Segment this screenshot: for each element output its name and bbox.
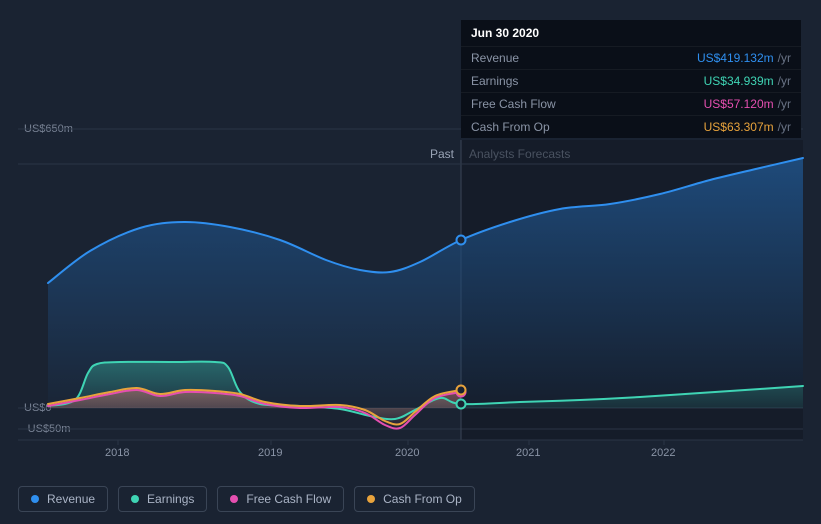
tooltip-label: Cash From Op	[471, 120, 704, 134]
legend-label: Revenue	[47, 492, 95, 506]
tooltip-label: Earnings	[471, 74, 704, 88]
legend-label: Cash From Op	[383, 492, 462, 506]
tooltip-unit: /yr	[778, 120, 791, 134]
legend-item-revenue[interactable]: Revenue	[18, 486, 108, 512]
tooltip-value: US$419.132m	[697, 51, 774, 65]
chart-tooltip: Jun 30 2020 Revenue US$419.132m /yr Earn…	[461, 20, 801, 138]
tooltip-date: Jun 30 2020	[461, 20, 801, 47]
legend-dot-icon	[31, 495, 39, 503]
tooltip-value: US$34.939m	[704, 74, 774, 88]
tooltip-row-fcf: Free Cash Flow US$57.120m /yr	[461, 93, 801, 116]
legend-dot-icon	[131, 495, 139, 503]
tooltip-unit: /yr	[778, 97, 791, 111]
legend-item-earnings[interactable]: Earnings	[118, 486, 207, 512]
financial-chart: Jun 30 2020 Revenue US$419.132m /yr Earn…	[0, 0, 821, 524]
tooltip-row-revenue: Revenue US$419.132m /yr	[461, 47, 801, 70]
tooltip-label: Free Cash Flow	[471, 97, 704, 111]
legend-item-cfo[interactable]: Cash From Op	[354, 486, 475, 512]
tooltip-value: US$57.120m	[704, 97, 774, 111]
tooltip-unit: /yr	[778, 74, 791, 88]
tooltip-unit: /yr	[778, 51, 791, 65]
tooltip-label: Revenue	[471, 51, 697, 65]
tooltip-row-earnings: Earnings US$34.939m /yr	[461, 70, 801, 93]
legend-label: Free Cash Flow	[246, 492, 331, 506]
legend-item-fcf[interactable]: Free Cash Flow	[217, 486, 344, 512]
legend-dot-icon	[230, 495, 238, 503]
tooltip-row-cfo: Cash From Op US$63.307m /yr	[461, 116, 801, 138]
legend-label: Earnings	[147, 492, 194, 506]
chart-legend: Revenue Earnings Free Cash Flow Cash Fro…	[18, 486, 475, 512]
legend-dot-icon	[367, 495, 375, 503]
tooltip-value: US$63.307m	[704, 120, 774, 134]
